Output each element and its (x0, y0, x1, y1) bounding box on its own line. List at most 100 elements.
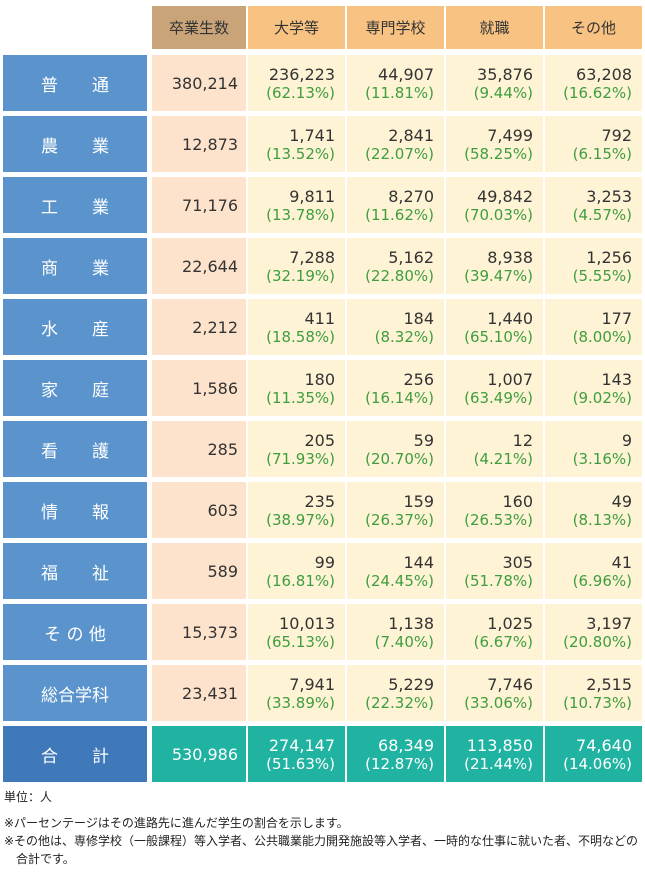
total-row-graduates: 530,986 (152, 726, 246, 782)
table-row-7-label: 情 報 (41, 502, 109, 523)
table-row-2-graduates-value: 71,176 (182, 195, 238, 215)
table-row-0-vocational-count: 44,907 (378, 64, 434, 84)
table-row-4-label-cell: 水 産 (3, 299, 147, 355)
table-row-1-employment-percent: (58.25%) (464, 144, 533, 163)
table-row-9-other-percent: (20.80%) (563, 632, 632, 651)
table-row-7-vocational-count: 159 (403, 491, 434, 511)
table-row-9-graduates-value: 15,373 (182, 622, 238, 642)
table-row-3-graduates: 22,644 (152, 238, 246, 294)
table-row-10-university-percent: (33.89%) (266, 693, 335, 712)
table-row-6-other: 9 (3.16%) (545, 421, 642, 477)
table-row-10-vocational-count: 5,229 (388, 674, 434, 694)
total-row-university: 274,147 (51.63%) (248, 726, 345, 782)
table-row-10-other: 2,515 (10.73%) (545, 665, 642, 721)
total-row-vocational-count: 68,349 (378, 735, 434, 755)
table-row-6-graduates: 285 (152, 421, 246, 477)
table-row-8-other-percent: (6.96%) (572, 571, 632, 590)
table-row-9-university-percent: (65.13%) (266, 632, 335, 651)
table-row-4-employment-percent: (65.10%) (464, 327, 533, 346)
table-row-6-label-cell: 看 護 (3, 421, 147, 477)
table-row-3-university-count: 7,288 (289, 247, 335, 267)
table-row-2-employment-count: 49,842 (477, 186, 533, 206)
table-row-10-employment-percent: (33.06%) (464, 693, 533, 712)
table-row-1-graduates-value: 12,873 (182, 134, 238, 154)
table-row-0-other: 63,208 (16.62%) (545, 55, 642, 111)
table-row-5-employment-percent: (63.49%) (464, 388, 533, 407)
table-row-0-employment-percent: (9.44%) (473, 83, 533, 102)
table-row-9-vocational-percent: (7.40%) (374, 632, 434, 651)
header-university: 大学等 (248, 6, 345, 49)
percentage-note: ※パーセンテージはその進路先に進んだ学生の割合を示します。 (4, 816, 349, 830)
header-employment: 就職 (446, 6, 543, 49)
total-row-university-count: 274,147 (268, 735, 335, 755)
table-row-0-graduates-value: 380,214 (171, 73, 238, 93)
table-row-7-university-percent: (38.97%) (266, 510, 335, 529)
table-row-2-vocational-count: 8,270 (388, 186, 434, 206)
table-row-4-vocational: 184 (8.32%) (347, 299, 444, 355)
total-row-graduates-value: 530,986 (171, 744, 238, 764)
table-row-8-label: 福 祉 (41, 563, 109, 584)
table-row-10-university: 7,941 (33.89%) (248, 665, 345, 721)
table-row-8-vocational-count: 144 (403, 552, 434, 572)
table-row-0-university-count: 236,223 (268, 64, 335, 84)
table-row-8-graduates-value: 589 (207, 561, 238, 581)
table-row-2-university-percent: (13.78%) (266, 205, 335, 224)
table-row-0-other-percent: (16.62%) (563, 83, 632, 102)
table-row-5-vocational: 256 (16.14%) (347, 360, 444, 416)
table-row-9-label: そ の 他 (44, 624, 106, 645)
table-row-2-other-count: 3,253 (586, 186, 632, 206)
table-row-5-other-count: 143 (601, 369, 632, 389)
table-row-4-other-count: 177 (601, 308, 632, 328)
table-row-1-graduates: 12,873 (152, 116, 246, 172)
table-row-4-university-count: 411 (304, 308, 335, 328)
header-graduates-label: 卒業生数 (168, 19, 229, 37)
table-row-10-graduates-value: 23,431 (182, 683, 238, 703)
table-row-8-university-count: 99 (314, 552, 335, 572)
notes: 単位：人 ※パーセンテージはその進路先に進んだ学生の割合を示します。 ※その他は… (4, 788, 644, 868)
table-row-2-label-cell: 工 業 (3, 177, 147, 233)
table-row-3-university-percent: (32.19%) (266, 266, 335, 285)
table-row-7-university: 235 (38.97%) (248, 482, 345, 538)
table-row-6-other-percent: (3.16%) (572, 449, 632, 468)
table-row-7-other-percent: (8.13%) (572, 510, 632, 529)
table-row-7-vocational-percent: (26.37%) (365, 510, 434, 529)
header-vocational: 専門学校 (347, 6, 444, 49)
table-row-9-other-count: 3,197 (586, 613, 632, 633)
total-row-employment-count: 113,850 (466, 735, 533, 755)
table-row-9-other: 3,197 (20.80%) (545, 604, 642, 660)
total-row-employment: 113,850 (21.44%) (446, 726, 543, 782)
table-row-10-vocational: 5,229 (22.32%) (347, 665, 444, 721)
table-row-10-university-count: 7,941 (289, 674, 335, 694)
table-row-8-vocational-percent: (24.45%) (365, 571, 434, 590)
table-row-1-university-percent: (13.52%) (266, 144, 335, 163)
table-row-9-vocational-count: 1,138 (388, 613, 434, 633)
table-row-7-label-cell: 情 報 (3, 482, 147, 538)
total-row-label: 合 計 (41, 746, 109, 767)
table-row-6-employment-count: 12 (512, 430, 533, 450)
table-row-9-employment: 1,025 (6.67%) (446, 604, 543, 660)
table-row-5-graduates: 1,586 (152, 360, 246, 416)
table-row-3-vocational-percent: (22.80%) (365, 266, 434, 285)
table-row-1-vocational: 2,841 (22.07%) (347, 116, 444, 172)
table-row-8-employment-percent: (51.78%) (464, 571, 533, 590)
table-row-5-university-percent: (11.35%) (266, 388, 335, 407)
table-row-0-university-percent: (62.13%) (266, 83, 335, 102)
table-row-5-other: 143 (9.02%) (545, 360, 642, 416)
header-other-label: その他 (570, 19, 616, 37)
table-row-5-other-percent: (9.02%) (572, 388, 632, 407)
total-row-employment-percent: (21.44%) (464, 754, 533, 773)
table-row-8-label-cell: 福 祉 (3, 543, 147, 599)
table-row-4-graduates: 2,212 (152, 299, 246, 355)
table-row-4-label: 水 産 (41, 319, 109, 340)
other-note: ※その他は、専修学校（一般課程）等入学者、公共職業能力開発施設等入学者、一時的な… (4, 834, 639, 848)
total-row-vocational: 68,349 (12.87%) (347, 726, 444, 782)
total-row-university-percent: (51.63%) (266, 754, 335, 773)
table-row-9-university: 10,013 (65.13%) (248, 604, 345, 660)
table-row-10-label-cell: 総合学科 (3, 665, 147, 721)
table-row-0-other-count: 63,208 (576, 64, 632, 84)
header-vocational-label: 専門学校 (365, 19, 426, 37)
total-row-other-percent: (14.06%) (563, 754, 632, 773)
table-row-2-other: 3,253 (4.57%) (545, 177, 642, 233)
table-row-0-label: 普 通 (41, 75, 109, 96)
table-row-4-other-percent: (8.00%) (572, 327, 632, 346)
